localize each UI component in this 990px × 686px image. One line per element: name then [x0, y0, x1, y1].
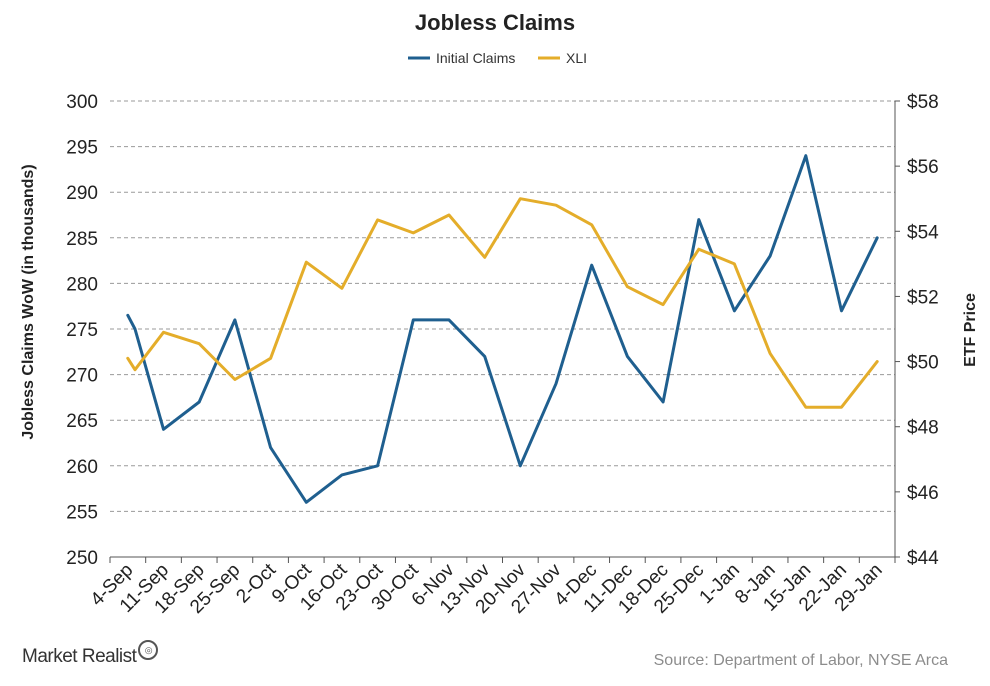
y-tick-right-label: $50: [907, 353, 939, 374]
y-tick-right-label: $56: [907, 157, 939, 178]
legend-item-xli: XLI: [538, 50, 587, 66]
legend: Initial Claims XLI: [408, 50, 587, 66]
logo-mark-icon: ◎: [138, 640, 159, 660]
y-tick-left-label: 295: [66, 138, 98, 159]
legend-label-initial-claims: Initial Claims: [436, 50, 515, 66]
x-axis-ticks: 4-Sep11-Sep18-Sep25-Sep2-Oct9-Oct16-Oct2…: [87, 557, 896, 618]
y-tick-left-label: 260: [66, 457, 98, 478]
y-tick-left-label: 270: [66, 366, 98, 387]
brand-logo: Market Realist ◎: [22, 640, 159, 668]
y-tick-right-label: $44: [907, 548, 939, 569]
chart-title: Jobless Claims: [415, 10, 575, 35]
y-axis-right-label: ETF Price: [962, 293, 979, 367]
y-tick-left-label: 255: [66, 502, 98, 523]
gridlines: [110, 100, 895, 512]
y-tick-left-label: 280: [66, 274, 98, 295]
series-layer: [126, 154, 879, 504]
legend-item-initial-claims: Initial Claims: [408, 50, 515, 66]
y-axis-left-ticks: 300 295 290 285 280 275 270 265 260 255 250: [66, 92, 98, 569]
brand-name: Market Realist: [22, 646, 137, 667]
y-tick-right-label: $52: [907, 287, 939, 308]
y-tick-left-label: 250: [66, 548, 98, 569]
y-tick-left-label: 285: [66, 229, 98, 250]
y-tick-right-label: $54: [907, 222, 939, 243]
y-tick-left-label: 290: [66, 183, 98, 204]
y-tick-left-label: 265: [66, 411, 98, 432]
source-note: Source: Department of Labor, NYSE Arca: [653, 652, 948, 669]
y-tick-right-label: $46: [907, 483, 939, 504]
y-axis-right-ticks: $58 $56 $54 $52 $50 $48 $46 $44: [895, 92, 939, 569]
x-tick-label: 1-Jan: [696, 560, 744, 608]
x-tick-label: 2-Oct: [232, 559, 280, 607]
y-axis-left-label: Jobless Claims WoW (in thousands): [20, 164, 37, 439]
legend-label-xli: XLI: [566, 50, 587, 66]
xli-line: [126, 197, 879, 409]
y-tick-right-label: $48: [907, 418, 939, 439]
y-tick-left-label: 300: [66, 92, 98, 113]
y-tick-left-label: 275: [66, 320, 98, 341]
y-tick-right-label: $58: [907, 92, 939, 113]
